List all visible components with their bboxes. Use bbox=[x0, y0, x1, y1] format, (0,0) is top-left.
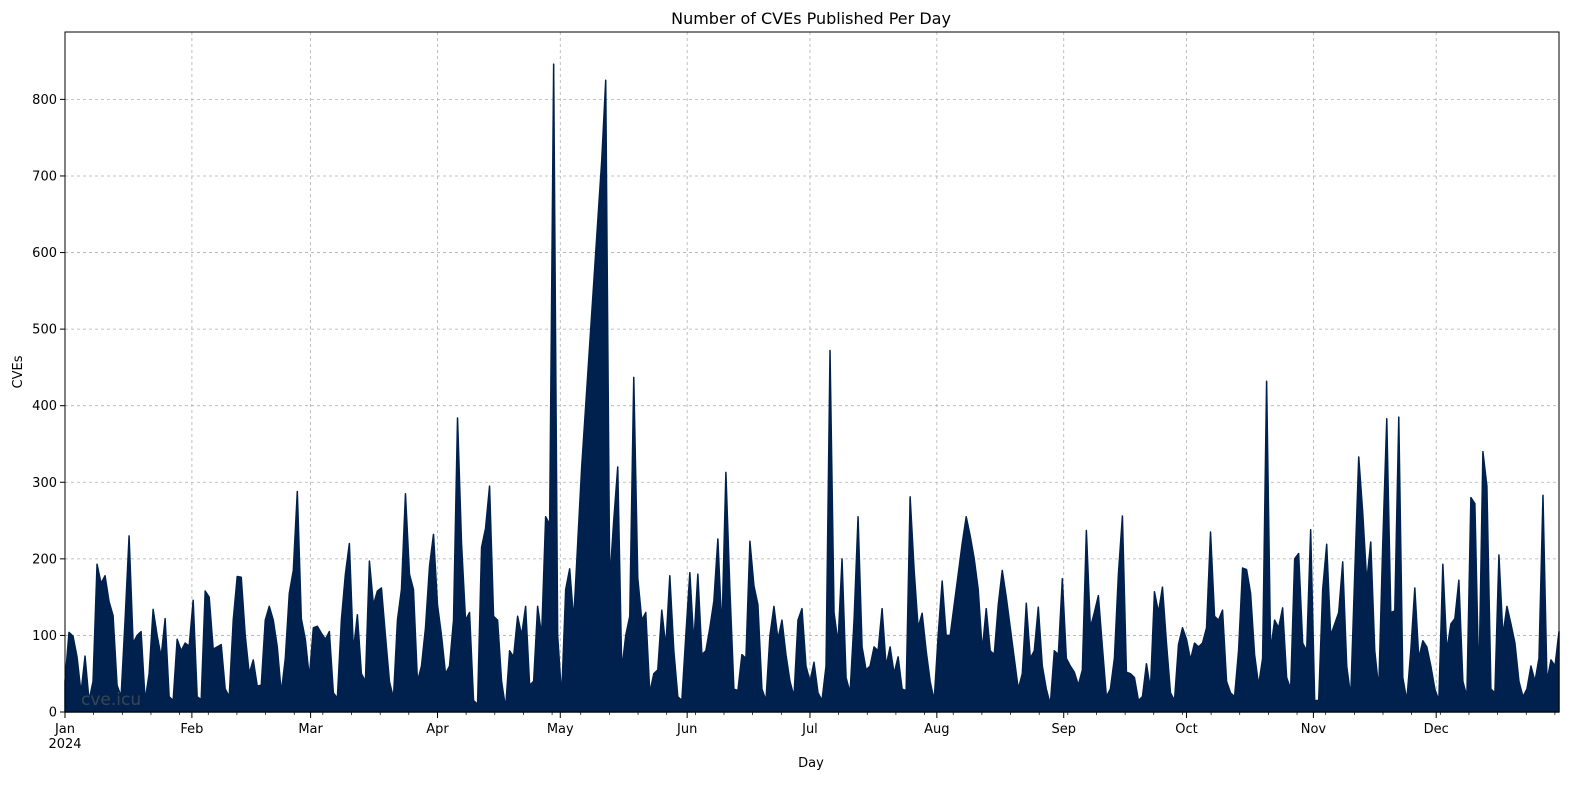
x-tick-label: Mar bbox=[298, 722, 323, 737]
y-tick-label: 200 bbox=[32, 552, 57, 567]
x-tick-label: Oct bbox=[1175, 722, 1197, 737]
x-tick-label: Dec bbox=[1424, 722, 1449, 737]
chart-title: Number of CVEs Published Per Day bbox=[671, 9, 951, 28]
y-axis-ticks: 0 100 200 300 400 500 600 700 800 bbox=[32, 93, 65, 721]
x-tick-label: Aug bbox=[924, 722, 949, 737]
x-tick-label: Sep bbox=[1051, 722, 1076, 737]
y-tick-label: 0 bbox=[49, 706, 57, 721]
y-tick-label: 500 bbox=[32, 323, 57, 338]
x-tick-label: Nov bbox=[1301, 722, 1327, 737]
x-tick-label: May bbox=[547, 722, 574, 737]
grid-lines bbox=[64, 32, 1559, 712]
x-tick-label: Feb bbox=[180, 722, 203, 737]
x-axis-label: Day bbox=[798, 756, 824, 771]
y-tick-label: 400 bbox=[32, 399, 57, 414]
y-tick-label: 800 bbox=[32, 93, 57, 108]
x-tick-label: Jul bbox=[801, 722, 818, 737]
x-axis-ticks: Jan Feb Mar Apr May Jun Jul Aug Sep Oct Nov Dec bbox=[54, 712, 1556, 737]
x-tick-label: Apr bbox=[426, 722, 449, 737]
x-tick-label: Jan bbox=[54, 722, 75, 737]
y-tick-label: 100 bbox=[32, 629, 57, 644]
plot-frame bbox=[64, 31, 1560, 713]
watermark: cve.icu bbox=[81, 690, 141, 710]
y-tick-label: 600 bbox=[32, 246, 57, 261]
x-axis-year-label: 2024 bbox=[48, 737, 81, 752]
y-axis-label: CVEs bbox=[11, 355, 26, 388]
y-tick-label: 300 bbox=[32, 476, 57, 491]
y-tick-label: 700 bbox=[32, 169, 57, 184]
area-series-path bbox=[64, 63, 1560, 713]
x-tick-label: Jun bbox=[676, 722, 697, 737]
area-series bbox=[64, 63, 1560, 713]
